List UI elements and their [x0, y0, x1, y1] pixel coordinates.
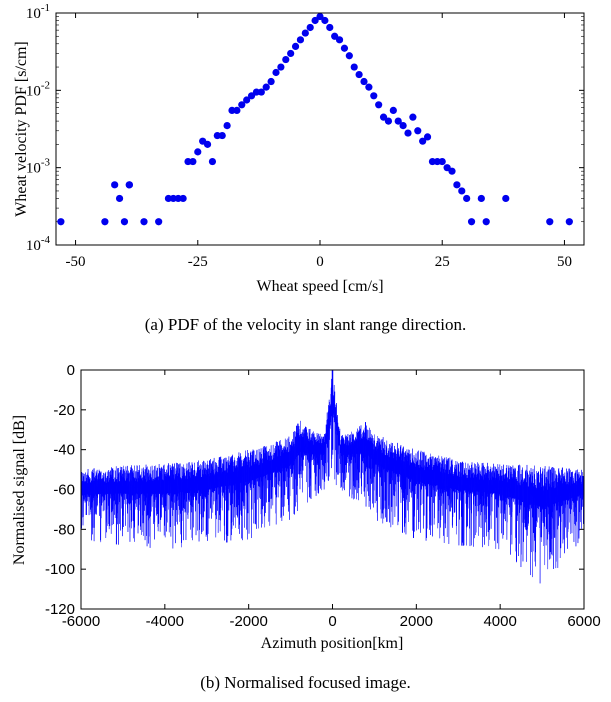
chart-b-y-tick-label: -120 — [45, 601, 75, 618]
chart-a-data-point — [335, 36, 344, 44]
chart-a-svg: -50 -25 0 25 50 10-4 10-3 10-2 10-1 Wheat speed … — [13, 2, 585, 295]
chart-a-data-point — [546, 218, 554, 226]
chart-a-data-point — [565, 218, 573, 226]
chart-b-y-tick-label: -60 — [53, 482, 75, 499]
chart-a-y-tick-label: 10-3 — [26, 157, 51, 177]
chart-a-x-tick-label: -50 — [66, 254, 86, 270]
chart-a-data-point — [321, 16, 329, 25]
chart-a-x-axis-label: Wheat speed [cm/s] — [256, 278, 383, 295]
chart-a-data-point — [301, 29, 309, 37]
chart-a-data-point — [414, 127, 422, 135]
panel-b-focused-image: -6000 -4000 -2000 0 2000 4000 6000 0 -20 -40 -60 -8… — [0, 352, 611, 702]
chart-b-x-tick-label: 6000 — [567, 613, 600, 630]
chart-b-y-axis-label: Normalised signal [dB] — [11, 415, 28, 565]
chart-b-y-tick-label: -20 — [53, 402, 75, 419]
chart-a-data-point — [340, 44, 349, 52]
chart-b-y-tick-label: -80 — [53, 521, 75, 538]
chart-a-data-point — [477, 194, 485, 203]
chart-a-data-point — [238, 101, 246, 109]
chart-a-data-point — [247, 92, 256, 100]
chart-a-data-point — [57, 218, 65, 226]
chart-a-data-point — [233, 106, 241, 115]
chart-a-data-point — [482, 218, 490, 226]
chart-a-y-tick-label: 10-4 — [26, 234, 51, 254]
chart-a-data-point — [384, 117, 393, 125]
chart-a-data-point — [101, 218, 109, 226]
chart-a-data-point — [155, 218, 163, 226]
chart-a-data-point — [272, 68, 280, 77]
chart-a-data-point — [282, 55, 290, 64]
chart-a-data-point — [306, 23, 314, 32]
chart-b-x-tick-label: -2000 — [229, 613, 267, 630]
chart-a-data-point — [458, 187, 466, 195]
chart-a-data-point — [277, 63, 285, 71]
chart-a-data-point — [409, 113, 417, 121]
chart-a-data-point — [419, 137, 427, 145]
chart-b-x-tick-label: 2000 — [400, 613, 433, 630]
chart-b-y-tick-label: -40 — [53, 442, 75, 459]
chart-a-data-point — [257, 88, 265, 96]
chart-a-data-point — [502, 194, 510, 203]
caption-b: (b) Normalised focused image. — [200, 673, 411, 692]
chart-a-data-point — [203, 140, 212, 148]
chart-b-svg: -6000 -4000 -2000 0 2000 4000 6000 0 -20 -40 -60 -8… — [11, 362, 601, 652]
chart-b-frame — [80, 369, 585, 610]
panel-a-velocity-pdf: -50 -25 0 25 50 10-4 10-3 10-2 10-1 Wheat speed … — [0, 0, 611, 350]
chart-a-data-point — [467, 218, 476, 226]
chart-a-data-point — [448, 167, 456, 175]
chart-b-x-axis-label: Azimuth position[km] — [261, 635, 404, 652]
chart-a-data-point — [379, 113, 388, 121]
chart-a-data-point — [194, 148, 202, 156]
chart-b-y-tick-label: -100 — [45, 561, 75, 578]
chart-a-data-point — [360, 77, 368, 86]
chart-a-data-point — [179, 194, 187, 203]
chart-a-data-point — [287, 49, 295, 58]
chart-a-data-point — [223, 121, 231, 130]
chart-a-data-point — [218, 131, 226, 140]
chart-a-data-point — [463, 194, 471, 203]
chart-b-y-tick-label: 0 — [67, 362, 75, 379]
chart-a-data-point — [267, 77, 275, 86]
chart-a-data-point — [399, 121, 407, 130]
chart-a-data-point — [370, 92, 378, 100]
chart-a-data-point — [189, 157, 197, 166]
chart-a-y-axis-label: Wheat velocity PDF [s/cm] — [13, 41, 30, 217]
chart-a-data-point — [291, 42, 300, 50]
chart-a-data-point — [355, 70, 363, 79]
chart-a-x-tick-label: 25 — [435, 254, 450, 270]
chart-a-data-point — [394, 117, 402, 125]
chart-a-data-point — [296, 36, 305, 44]
chart-a-data-point — [404, 129, 412, 137]
chart-a-data-point — [208, 157, 217, 166]
chart-a-x-tick-label: 50 — [557, 254, 572, 270]
chart-a-data-point — [438, 157, 446, 166]
chart-b-x-tick-label: 0 — [328, 613, 336, 630]
chart-a-data-point — [311, 16, 319, 25]
chart-a-data-point — [365, 83, 373, 91]
chart-a-x-tick-label: -25 — [188, 254, 208, 270]
chart-a-data-point — [350, 63, 358, 71]
chart-a-data-point — [140, 218, 148, 226]
chart-a-data-point — [243, 96, 251, 104]
chart-a-data-point — [423, 133, 432, 141]
caption-a: (a) PDF of the velocity in slant range d… — [144, 315, 467, 334]
chart-a-data-point — [120, 218, 129, 226]
chart-a-data-point — [375, 101, 383, 109]
chart-a-data-point — [316, 12, 324, 21]
chart-a-data-point — [345, 52, 353, 60]
chart-a-data-point — [111, 181, 119, 189]
chart-a-data-point — [389, 106, 397, 115]
chart-a-data-point — [326, 23, 334, 32]
chart-b-x-tick-label: 4000 — [483, 613, 516, 630]
chart-b-x-tick-label: -6000 — [62, 613, 100, 630]
chart-a-data-point — [115, 194, 124, 203]
chart-a-x-tick-label: 0 — [316, 254, 324, 270]
chart-a-data-point — [453, 181, 461, 189]
chart-a-frame — [55, 12, 585, 246]
chart-a-y-tick-label: 10-1 — [26, 2, 50, 22]
chart-b-x-tick-label: -4000 — [146, 613, 184, 630]
chart-a-y-tick-label: 10-2 — [26, 79, 50, 99]
chart-a-data-point — [262, 83, 270, 91]
chart-a-data-point — [125, 181, 133, 189]
